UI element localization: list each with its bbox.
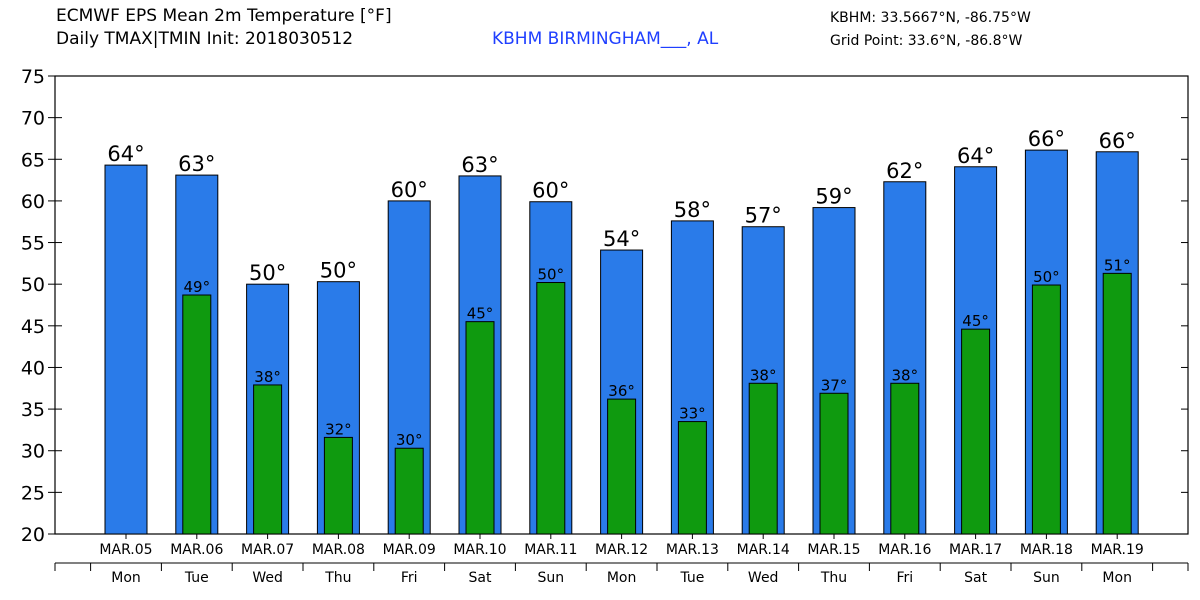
tmin-bar [961,328,991,535]
y-tick-label: 75 [21,66,45,88]
x-weekday-label: Thu [820,570,847,586]
y-tick-label: 40 [21,357,45,379]
y-tick-label: 20 [21,524,45,546]
tmax-value-label: 54° [603,227,640,251]
tmax-value-label: 62° [886,159,923,183]
x-weekday-label: Tue [184,570,209,586]
station-coordinates: KBHM: 33.5667°N, -86.75°W [830,10,1031,26]
x-date-label: MAR.14 [737,542,790,558]
y-tick-label: 55 [21,233,45,255]
x-date-label: MAR.07 [241,542,294,558]
x-date-label: MAR.19 [1091,542,1144,558]
y-tick-label: 65 [21,149,45,171]
tmin-bar [394,447,424,535]
tmax-value-label: 64° [957,144,994,168]
y-tick-label: 25 [21,482,45,504]
x-date-label: MAR.18 [1020,542,1073,558]
tmin-value-label: 32° [325,420,352,438]
tmax-value-label: 57° [745,204,782,228]
tmin-value-label: 38° [750,366,777,384]
grid-point-coordinates: Grid Point: 33.6°N, -86.8°W [830,33,1023,49]
x-weekday-label: Mon [1102,570,1132,586]
tmin-value-label: 33° [679,405,706,423]
tmin-value-label: 37° [821,376,848,394]
tmin-bar [465,321,495,535]
x-weekday-label: Tue [679,570,704,586]
x-date-label: MAR.12 [595,542,648,558]
x-weekday-label: Fri [401,570,418,586]
tmin-bar [819,392,849,535]
tmax-bar [104,164,148,535]
y-tick-label: 45 [21,316,45,338]
x-weekday-label: Sat [469,570,492,586]
tmax-value-label: 63° [461,153,498,177]
tmin-value-label: 38° [254,368,281,386]
tmin-value-label: 49° [184,278,211,296]
y-tick-label: 70 [21,108,45,130]
tmin-value-label: 50° [538,266,565,284]
tmax-value-label: 59° [815,185,852,209]
x-date-label: MAR.15 [807,542,860,558]
tmin-bar [1102,272,1132,535]
tmin-value-label: 45° [962,312,989,330]
tmin-bar [677,421,707,535]
x-date-label: MAR.05 [99,542,152,558]
chart-title-line2: Daily TMAX|TMIN Init: 2018030512 [56,29,354,49]
station-name: KBHM BIRMINGHAM___, AL [492,29,719,49]
y-tick-label: 60 [21,191,45,213]
x-weekday-label: Mon [111,570,141,586]
x-weekday-label: Sat [964,570,987,586]
tmin-bar [182,294,212,535]
x-weekday-label: Wed [252,570,283,586]
tmin-bar [748,382,778,535]
x-weekday-label: Fri [896,570,913,586]
tmax-value-label: 60° [391,178,428,202]
tmin-bar [323,436,353,535]
tmin-value-label: 30° [396,431,423,449]
tmax-value-label: 64° [107,142,144,166]
y-tick-label: 35 [21,399,45,421]
x-date-label: MAR.11 [524,542,577,558]
x-date-label: MAR.16 [878,542,931,558]
x-date-label: MAR.06 [170,542,223,558]
tmin-value-label: 36° [608,382,635,400]
x-weekday-label: Mon [607,570,637,586]
y-tick-label: 30 [21,441,45,463]
tmin-value-label: 38° [892,366,919,384]
tmin-bar [890,382,920,535]
tmax-value-label: 66° [1028,127,1065,151]
x-weekday-label: Sun [537,570,564,586]
tmin-bar [536,282,566,535]
x-date-label: MAR.17 [949,542,1002,558]
tmin-value-label: 45° [467,305,494,323]
tmin-bar [1031,284,1061,535]
tmax-value-label: 58° [674,198,711,222]
tmax-value-label: 66° [1099,129,1136,153]
tmin-bar [607,398,637,535]
tmin-value-label: 50° [1033,268,1060,286]
x-date-label: MAR.09 [383,542,436,558]
x-weekday-label: Sun [1033,570,1060,586]
x-date-label: MAR.08 [312,542,365,558]
tmax-value-label: 50° [320,259,357,283]
x-date-label: MAR.13 [666,542,719,558]
tmin-bar [253,384,283,535]
tmax-value-label: 50° [249,261,286,285]
chart-title-line1: ECMWF EPS Mean 2m Temperature [°F] [56,6,392,26]
tmin-value-label: 51° [1104,256,1131,274]
x-weekday-label: Wed [748,570,779,586]
x-date-label: MAR.10 [453,542,506,558]
y-tick-label: 50 [21,274,45,296]
tmax-value-label: 60° [532,179,569,203]
x-weekday-label: Thu [324,570,351,586]
tmax-value-label: 63° [178,152,215,176]
